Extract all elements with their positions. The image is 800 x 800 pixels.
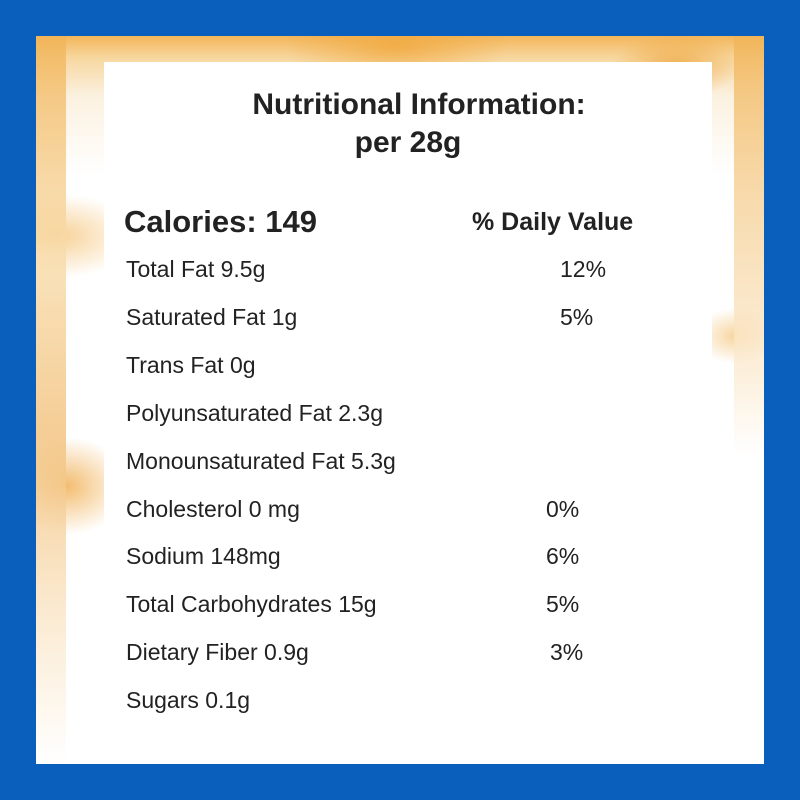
nutrient-row: Total Carbohydrates 15g 5% bbox=[126, 591, 686, 621]
daily-value-header: % Daily Value bbox=[472, 208, 634, 236]
nutrient-daily-value: 3% bbox=[550, 639, 584, 665]
nutrient-row: Polyunsaturated Fat 2.3g bbox=[126, 400, 686, 430]
nutrient-daily-value: 6% bbox=[546, 543, 580, 569]
nutrient-name: Saturated Fat 1g bbox=[126, 304, 298, 330]
nutrient-name: Cholesterol 0 mg bbox=[126, 496, 300, 522]
nutrient-row: Total Fat 9.5g 12% bbox=[126, 256, 686, 286]
nutrient-name: Total Fat 9.5g bbox=[126, 256, 266, 282]
nutrient-name: Total Carbohydrates 15g bbox=[126, 591, 377, 617]
nutrient-name: Trans Fat 0g bbox=[126, 352, 256, 378]
nutrient-row: Saturated Fat 1g 5% bbox=[126, 304, 686, 334]
nutrient-daily-value: 5% bbox=[560, 304, 594, 330]
nutrient-name: Sugars 0.1g bbox=[126, 687, 251, 713]
nutrient-daily-value: 12% bbox=[560, 256, 607, 282]
page-title: Nutritional Information: per 28g bbox=[104, 86, 712, 162]
nutrient-row: Sugars 0.1g bbox=[126, 687, 686, 717]
nutrient-row: Sodium 148mg 6% bbox=[126, 543, 686, 573]
calories-label: Calories: 149 bbox=[124, 204, 317, 239]
nutrient-name: Monounsaturated Fat 5.3g bbox=[126, 448, 396, 474]
nutrient-daily-value: 5% bbox=[546, 591, 580, 617]
nutrient-name: Dietary Fiber 0.9g bbox=[126, 639, 309, 665]
nutrient-name: Polyunsaturated Fat 2.3g bbox=[126, 400, 383, 426]
title-line-2: per 28g bbox=[354, 126, 462, 159]
nutrient-row: Dietary Fiber 0.9g 3% bbox=[126, 639, 686, 669]
nutrient-row: Cholesterol 0 mg 0% bbox=[126, 496, 686, 526]
title-line-1: Nutritional Information: bbox=[252, 88, 586, 121]
nutrient-daily-value: 0% bbox=[546, 496, 580, 522]
nutrient-row: Monounsaturated Fat 5.3g bbox=[126, 448, 686, 478]
nutrient-name: Sodium 148mg bbox=[126, 543, 281, 569]
nutrition-panel: Nutritional Information: per 28g Calorie… bbox=[104, 62, 712, 764]
nutrient-row: Trans Fat 0g bbox=[126, 352, 686, 382]
